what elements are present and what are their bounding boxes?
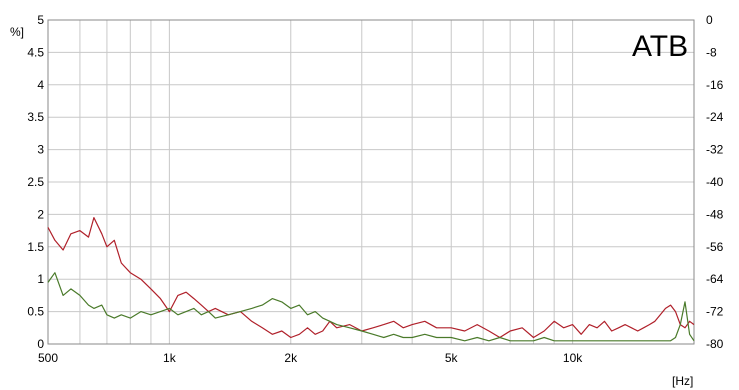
series-line-1 [47,217,695,339]
plot-frame [47,19,695,345]
left-tick-label: 4.5 [27,45,44,59]
x-tick-label: 2k [284,351,298,365]
left-axis-ticks: 0 0.5 1 1.5 2 2.5 3 3.5 4 4.5 5 [27,13,44,351]
right-tick-label: -16 [706,78,724,92]
left-tick-label: 2 [37,207,44,221]
left-tick-label: 0 [37,337,44,351]
x-tick-label: 5k [445,351,459,365]
x-axis-unit: [Hz] [672,374,693,388]
right-tick-label: -8 [706,45,717,59]
grid-lines [47,19,695,345]
right-tick-label: -32 [706,143,724,157]
right-tick-label: 0 [706,13,713,27]
left-tick-label: 4 [37,78,44,92]
x-axis-ticks: 500 1k 2k 5k 10k [38,351,583,365]
left-axis-unit: %] [10,25,24,39]
left-tick-label: 1.5 [27,240,44,254]
atb-annotation: ATB [632,30,688,63]
right-tick-label: -80 [706,337,724,351]
series-line-2 [47,272,695,342]
left-tick-label: 3.5 [27,110,44,124]
left-tick-label: 1 [37,272,44,286]
left-tick-label: 3 [37,143,44,157]
x-tick-label: 500 [38,351,58,365]
right-tick-label: -24 [706,110,724,124]
right-tick-label: -56 [706,240,724,254]
x-tick-label: 1k [163,351,177,365]
left-tick-label: 2.5 [27,175,44,189]
right-tick-label: -48 [706,207,724,221]
right-axis-ticks: 0 -8 -16 -24 -32 -40 -48 -56 -64 -72 -80 [706,13,724,351]
right-tick-label: -64 [706,272,724,286]
x-tick-label: 10k [563,351,583,365]
series-group [47,217,695,342]
right-tick-label: -72 [706,305,724,319]
left-tick-label: 5 [37,13,44,27]
right-tick-label: -40 [706,175,724,189]
left-tick-label: 0.5 [27,305,44,319]
